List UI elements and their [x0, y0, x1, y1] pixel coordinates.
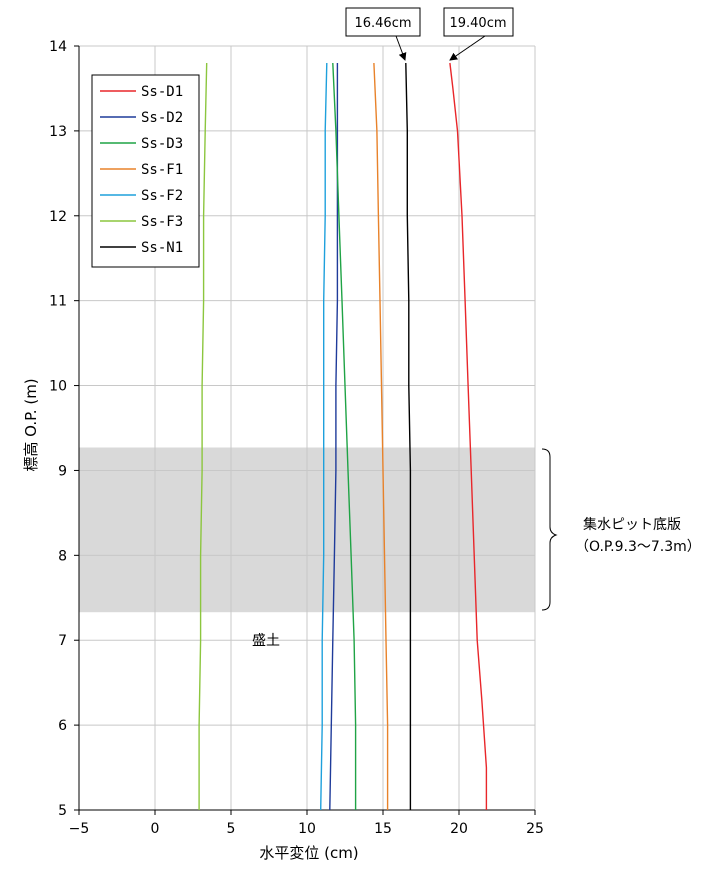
series-line-ss-d3 [332, 62, 357, 810]
series-line-ss-f1 [373, 62, 389, 810]
y-tick-label: 13 [49, 124, 67, 140]
y-tick-label: 7 [58, 633, 67, 649]
x-tick-label: 15 [374, 821, 392, 837]
x-tick-label: 0 [151, 821, 160, 837]
callout-arrow-2 [449, 35, 486, 61]
y-tick-label: 14 [49, 39, 67, 55]
series-layer [198, 62, 488, 811]
legend-label: Ss-F1 [141, 162, 183, 178]
series-line-ss-d1 [449, 62, 488, 810]
band-label-line2: （O.P.9.3〜7.3m） [575, 539, 701, 555]
legend-label: Ss-D3 [141, 136, 183, 152]
x-tick-label: 25 [526, 821, 544, 837]
series-line-ss-f2 [320, 62, 328, 811]
series-line-ss-f3 [198, 62, 208, 810]
callout-box-2 [443, 7, 514, 37]
series-line-ss-d2 [329, 63, 339, 811]
x-tick-label: −5 [69, 821, 90, 837]
legend-label: Ss-N1 [141, 240, 183, 256]
callout-box-1 [345, 7, 421, 37]
callout-group-2: 19.40cm [443, 7, 514, 61]
legend: Ss-D1 Ss-D2 Ss-D3 Ss-F1 Ss-F2 Ss-F3 Ss-N1 [91, 74, 200, 268]
legend-label: Ss-D2 [141, 110, 183, 126]
y-axis-title: 標高 O.P. (m) [22, 378, 40, 471]
band-brace [541, 448, 558, 611]
x-tick-label: 20 [450, 821, 468, 837]
legend-label: Ss-F3 [141, 214, 183, 230]
callout-label-1: 16.46cm [354, 16, 411, 31]
y-tick-label: 12 [49, 209, 67, 225]
band-label-line1: 集水ピット底版 [583, 516, 681, 533]
legend-box [91, 74, 200, 268]
y-tick-label: 5 [58, 803, 67, 819]
callout-group-1: 16.46cm [345, 7, 421, 61]
callout-label-2: 19.40cm [449, 16, 506, 31]
y-tick-label: 11 [49, 294, 67, 310]
series-line-ss-n1 [405, 62, 412, 810]
callout-arrow-1 [395, 35, 407, 61]
legend-label: Ss-F2 [141, 188, 183, 204]
region-label: 盛土 [252, 633, 280, 649]
axis-layer: −5 0 5 10 15 20 25 5 6 7 8 9 10 11 12 13 14 [49, 39, 544, 837]
y-tick-label: 10 [49, 379, 67, 395]
x-tick-label: 5 [227, 821, 236, 837]
x-tick-label: 10 [298, 821, 316, 837]
legend-label: Ss-D1 [141, 84, 183, 100]
y-tick-label: 8 [58, 548, 67, 564]
x-axis-title: 水平変位 (cm) [259, 844, 358, 862]
y-tick-label: 9 [58, 463, 67, 479]
y-tick-label: 6 [58, 718, 67, 734]
